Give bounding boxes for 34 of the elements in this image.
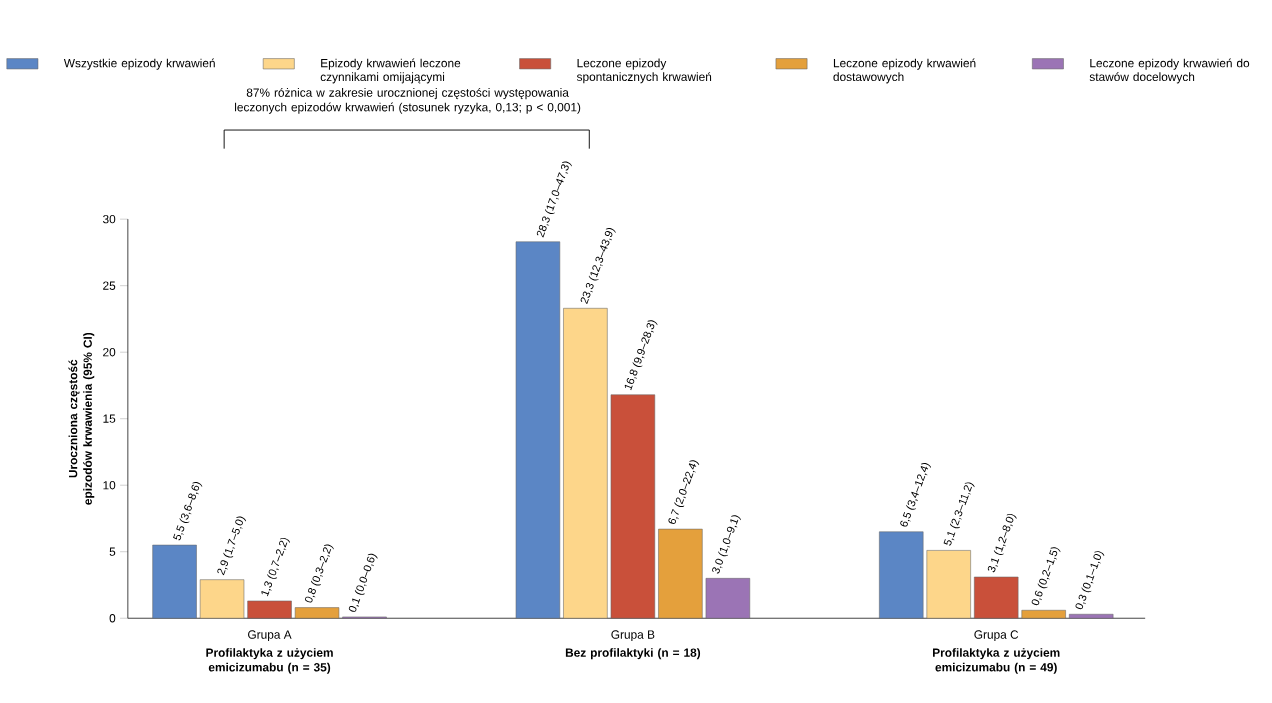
y-tick-label: 5 — [109, 547, 116, 556]
bar — [515, 241, 561, 619]
legend-label: Leczone epizody krwawień dostawowych — [833, 58, 976, 84]
bar — [563, 307, 608, 619]
legend-label: Wszystkie epizody krwawień — [63, 58, 215, 70]
y-tick-label: 30 — [102, 214, 116, 224]
bar — [658, 528, 703, 619]
bar — [879, 531, 924, 619]
legend-label: Leczone epizody spontanicznych krwawień — [576, 58, 712, 84]
text: 87% różnica w zakresie urocznionej częstości występowania leczonych epizodów krwawień (stosunek ryzyka, 0,13; p < 0,001) — [235, 87, 581, 114]
y-tick-label: 20 — [103, 347, 116, 357]
x-tick-label: Grupa B — [611, 630, 655, 642]
bar — [705, 577, 751, 619]
y-tick-label: 15 — [103, 414, 116, 423]
bar — [1069, 613, 1114, 619]
legend-label: Leczone epizody krwawień do stawów docelowych — [1089, 58, 1250, 84]
y-tick-label: 25 — [103, 281, 116, 290]
bar — [610, 394, 656, 619]
x-tick-label: Grupa A — [248, 630, 292, 642]
y-tick-label: 10 — [103, 480, 116, 490]
bar — [974, 576, 1019, 619]
bar — [294, 607, 340, 619]
text: Profilaktyka z użyciem emicizumabu (n = 49) — [933, 648, 1060, 674]
text: Bez profilaktyki (n = 18) — [565, 648, 701, 660]
legend-label: Epizody krwawień leczone czynnikami omijającymi — [320, 58, 461, 84]
y-axis-title: Uroczniona częstość epizodów krwawienia (95% CI) — [68, 332, 95, 505]
bar — [247, 600, 292, 619]
bar — [199, 579, 245, 619]
x-tick-label: Grupa C — [974, 630, 1019, 642]
bar — [1021, 609, 1066, 619]
bar — [926, 550, 971, 619]
bar — [152, 544, 197, 619]
y-tick-label: 0 — [109, 613, 116, 623]
text: Profilaktyka z użyciem emicizumabu (n = 35) — [206, 648, 333, 674]
